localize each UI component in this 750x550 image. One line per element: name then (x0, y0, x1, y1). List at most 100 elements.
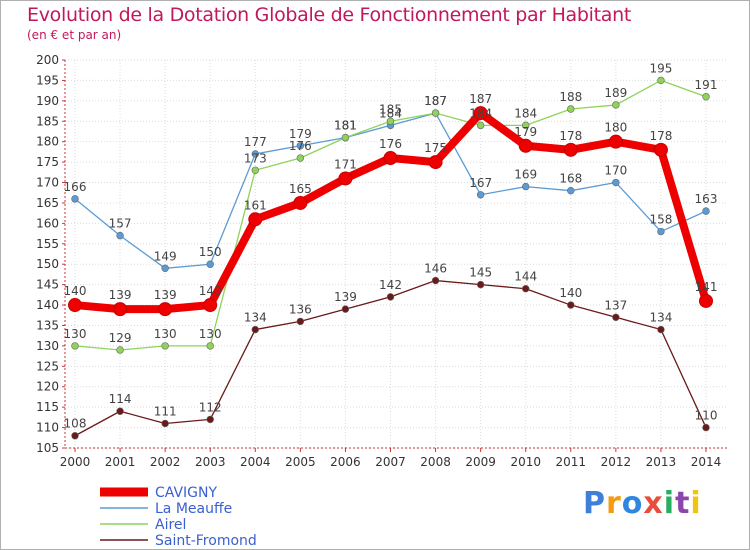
data-label: 191 (695, 78, 718, 92)
x-tick-label: 2010 (510, 455, 541, 469)
data-label: 176 (379, 137, 402, 151)
logo-letter: o (621, 486, 644, 521)
y-tick-label: 145 (36, 278, 59, 292)
data-point (522, 121, 530, 130)
data-label: 184 (379, 106, 402, 120)
logo-letter: r (606, 486, 622, 521)
data-point (431, 109, 440, 117)
data-label: 134 (649, 311, 672, 325)
data-label: 177 (244, 135, 267, 149)
x-tick-label: 2000 (60, 455, 91, 469)
data-label: 144 (514, 270, 537, 284)
legend-label: La Meauffe (155, 501, 232, 517)
x-tick-label: 2005 (285, 455, 316, 469)
data-label: 178 (649, 129, 672, 143)
data-label: 188 (559, 90, 582, 104)
y-tick-label: 170 (36, 176, 59, 190)
data-point (161, 264, 169, 272)
data-point (161, 419, 169, 428)
data-point (522, 182, 530, 191)
data-point (206, 342, 214, 350)
x-tick-label: 2004 (240, 455, 271, 469)
data-point (473, 106, 488, 121)
data-label: 145 (469, 266, 492, 280)
data-point (608, 134, 623, 149)
data-label: 187 (424, 94, 447, 108)
y-tick-label: 155 (36, 237, 59, 251)
data-label: 179 (514, 125, 537, 139)
x-tick-label: 2012 (601, 455, 632, 469)
data-point (341, 305, 350, 313)
data-label: 169 (514, 168, 537, 182)
y-axis-ticks: 105 110 115 120 125 130 135 140 145 150 155 160 165 1… (36, 53, 59, 455)
data-point (702, 207, 710, 215)
data-label: 140 (199, 284, 222, 298)
data-point (338, 171, 353, 186)
y-tick-label: 105 (36, 441, 59, 455)
data-point (657, 76, 665, 85)
data-point (248, 212, 263, 227)
y-tick-label: 180 (36, 135, 59, 149)
data-label: 176 (289, 139, 312, 153)
data-point (113, 302, 128, 317)
data-label: 130 (199, 327, 222, 341)
data-point (71, 432, 79, 440)
data-point (702, 93, 710, 101)
data-point (612, 178, 620, 187)
data-point (612, 101, 620, 109)
data-point (386, 293, 395, 301)
data-point (612, 313, 620, 322)
logo-letter: P (583, 486, 606, 521)
data-label: 140 (559, 286, 582, 300)
logo-letter: x (643, 486, 664, 521)
data-label: 108 (64, 417, 87, 431)
data-label: 139 (154, 288, 177, 302)
data-point (699, 293, 713, 308)
data-point (431, 276, 440, 285)
y-tick-label: 120 (36, 380, 59, 394)
data-point (293, 195, 308, 210)
legend-label: Airel (155, 517, 186, 533)
x-tick-label: 2002 (150, 455, 181, 469)
data-label: 136 (289, 302, 312, 316)
y-tick-label: 140 (36, 298, 59, 312)
y-tick-label: 165 (36, 196, 59, 210)
data-point (158, 302, 173, 317)
x-tick-label: 2003 (195, 455, 226, 469)
y-tick-label: 160 (36, 216, 59, 230)
legend-label: CAVIGNY (155, 485, 217, 501)
data-point (476, 280, 485, 289)
legend-label: Saint-Fromond (155, 533, 257, 549)
data-label: 139 (334, 290, 357, 304)
data-label: 141 (695, 280, 718, 294)
data-point (428, 155, 443, 170)
data-label: 195 (649, 61, 672, 75)
data-point (386, 117, 395, 125)
data-label: 110 (695, 409, 718, 423)
data-label: 163 (695, 192, 718, 206)
data-label: 181 (334, 119, 357, 133)
data-label: 111 (154, 404, 177, 418)
data-point (341, 133, 350, 142)
data-label: 166 (64, 180, 87, 194)
data-point (116, 231, 124, 240)
data-point (522, 285, 530, 293)
data-label: 189 (604, 86, 627, 100)
x-tick-label: 2014 (691, 455, 722, 469)
data-label: 134 (244, 311, 267, 325)
data-point (296, 317, 305, 326)
x-tick-label: 2001 (105, 455, 136, 469)
logo-letter: t (675, 486, 691, 521)
data-point (518, 138, 533, 153)
data-point (116, 407, 124, 415)
y-tick-label: 185 (36, 114, 59, 128)
data-point (567, 105, 575, 113)
data-point (296, 142, 305, 150)
data-point (702, 423, 710, 432)
data-label: 179 (289, 127, 312, 141)
x-tick-label: 2008 (420, 455, 451, 469)
y-tick-label: 110 (36, 421, 59, 435)
